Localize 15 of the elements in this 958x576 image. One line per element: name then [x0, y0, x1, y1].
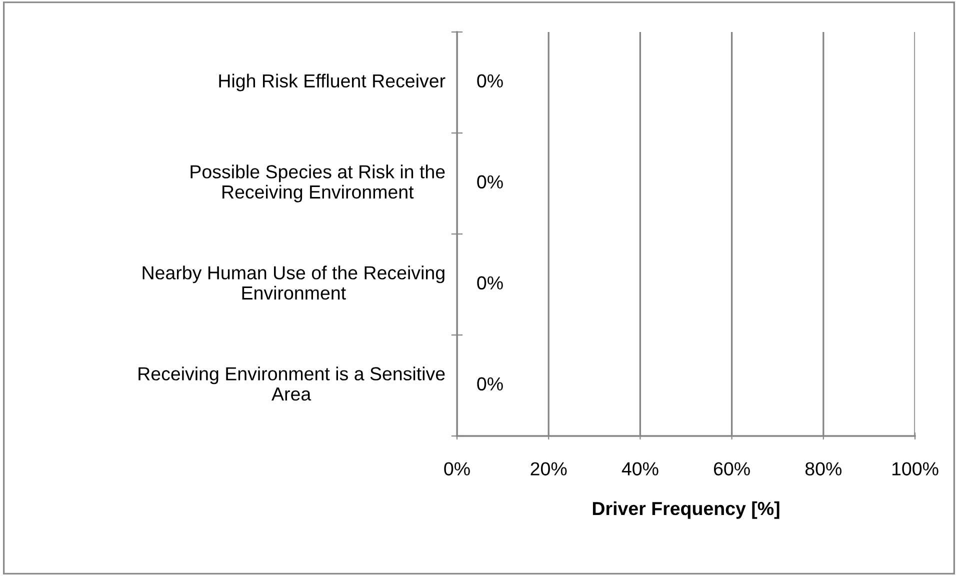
x-tick-label: 0% [444, 462, 470, 476]
y-tick-label: Receiving Environment is a Sensitive Area [138, 366, 445, 401]
y-tick-label: High Risk Effluent Receiver [219, 74, 446, 92]
x-tick-label: 100% [892, 462, 938, 476]
data-label: 0% [477, 175, 503, 189]
data-label: 0% [477, 276, 503, 290]
x-axis-title: Driver Frequency [%] [592, 501, 780, 519]
y-tick-label: Possible Species at Risk in the Receiving Environment [190, 164, 445, 202]
data-label: 0% [477, 74, 503, 88]
x-tick-label: 80% [805, 462, 842, 476]
data-label: 0% [477, 377, 503, 391]
x-tick-label: 20% [530, 462, 567, 476]
x-tick-label: 40% [622, 462, 658, 476]
y-tick-label: Nearby Human Use of the Receiving Environment [142, 266, 444, 300]
x-tick-label: 60% [714, 462, 750, 476]
